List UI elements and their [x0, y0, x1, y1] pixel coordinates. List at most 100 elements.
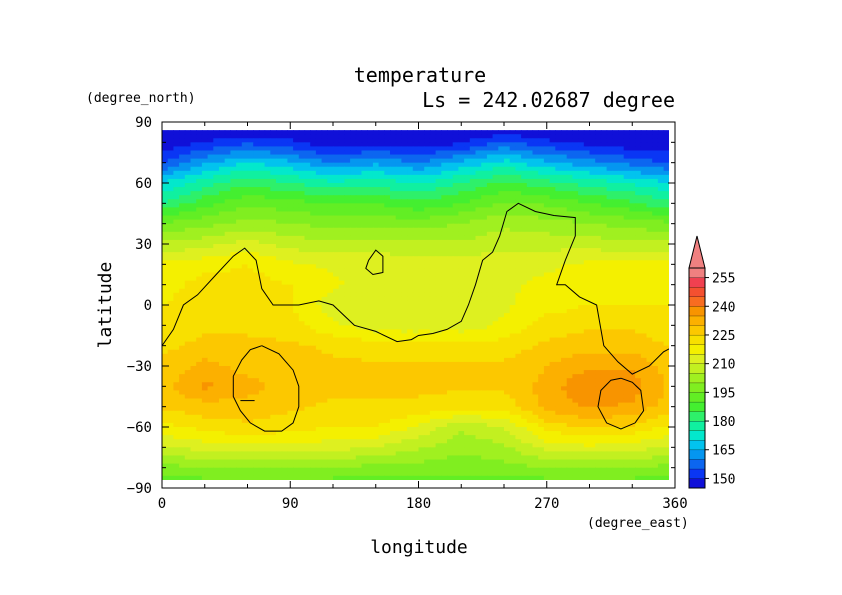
field-cell: [367, 329, 374, 335]
field-cell: [629, 231, 636, 237]
field-cell: [207, 349, 214, 355]
field-cell: [270, 260, 277, 265]
field-cell: [418, 333, 425, 339]
field-cell: [600, 195, 608, 200]
field-cell: [441, 138, 448, 143]
field-cell: [333, 191, 340, 196]
field-cell: [372, 345, 380, 351]
field-cell: [509, 158, 516, 164]
field-cell: [407, 215, 414, 221]
field-cell: [589, 219, 596, 225]
field-cell: [578, 187, 585, 192]
field-cell: [201, 345, 209, 351]
field-cell: [583, 337, 591, 343]
field-cell: [623, 142, 630, 147]
field-cell: [264, 162, 271, 168]
field-cell: [344, 146, 351, 152]
field-cell: [635, 268, 642, 274]
field-cell: [635, 280, 642, 286]
field-cell: [241, 292, 249, 298]
field-cell: [264, 264, 271, 269]
field-cell: [481, 203, 488, 208]
field-cell: [640, 329, 648, 335]
field-cell: [207, 150, 214, 156]
field-cell: [173, 337, 180, 343]
field-cell: [498, 321, 505, 326]
field-cell: [504, 178, 511, 184]
field-cell: [276, 305, 283, 310]
field-cell: [264, 272, 271, 278]
field-cell: [258, 170, 266, 176]
field-cell: [526, 337, 534, 343]
field-cell: [555, 154, 562, 160]
field-cell: [600, 256, 608, 261]
field-cell: [572, 203, 579, 208]
field-cell: [652, 235, 659, 241]
field-cell: [281, 272, 288, 278]
field-cell: [162, 130, 169, 135]
field-cell: [361, 280, 368, 286]
field-cell: [498, 345, 505, 351]
field-cell: [344, 341, 351, 347]
field-cell: [179, 313, 186, 318]
field-cell: [167, 154, 174, 160]
field-cell: [561, 300, 568, 306]
field-cell: [418, 134, 425, 139]
field-cell: [173, 256, 180, 261]
field-cell: [247, 268, 254, 274]
field-cell: [355, 227, 363, 233]
field-cell: [236, 313, 243, 318]
field-cell: [441, 150, 448, 156]
field-cell: [367, 162, 374, 168]
field-cell: [333, 215, 340, 221]
field-cell: [378, 146, 385, 152]
field-cell: [498, 256, 505, 261]
field-cell: [566, 219, 573, 225]
field-cell: [201, 309, 209, 314]
field-cell: [196, 268, 203, 274]
field-cell: [504, 146, 511, 152]
field-cell: [344, 187, 351, 192]
field-cell: [184, 325, 192, 330]
field-cell: [401, 191, 408, 196]
field-cell: [583, 333, 591, 339]
field-cell: [486, 248, 494, 253]
field-cell: [618, 130, 625, 135]
field-cell: [224, 337, 231, 343]
field-cell: [447, 174, 454, 180]
field-cell: [635, 183, 642, 188]
field-cell: [372, 260, 380, 265]
field-cell: [521, 146, 528, 152]
field-cell: [247, 317, 254, 322]
field-cell: [304, 244, 311, 249]
field-cell: [253, 284, 260, 290]
field-cell: [407, 191, 414, 196]
field-cell: [486, 337, 494, 343]
field-cell: [219, 353, 226, 359]
field-cell: [253, 174, 260, 180]
field-cell: [566, 305, 573, 310]
field-cell: [321, 199, 328, 204]
field-cell: [538, 260, 545, 265]
field-cell: [412, 211, 420, 217]
field-cell: [270, 313, 277, 318]
field-cell: [600, 296, 608, 302]
field-cell: [572, 284, 579, 290]
field-cell: [253, 296, 260, 302]
field-cell: [304, 260, 311, 265]
field-cell: [378, 317, 385, 322]
field-cell: [367, 154, 374, 160]
field-cell: [532, 170, 539, 176]
field-cell: [401, 239, 408, 245]
field-cell: [167, 223, 174, 229]
field-cell: [521, 337, 528, 343]
field-cell: [338, 300, 345, 306]
field-cell: [578, 142, 585, 147]
field-cell: [424, 174, 431, 180]
field-cell: [361, 219, 368, 225]
field-cell: [304, 142, 311, 147]
field-cell: [646, 183, 653, 188]
field-cell: [184, 280, 192, 286]
field-cell: [589, 231, 596, 237]
field-cell: [572, 333, 579, 339]
